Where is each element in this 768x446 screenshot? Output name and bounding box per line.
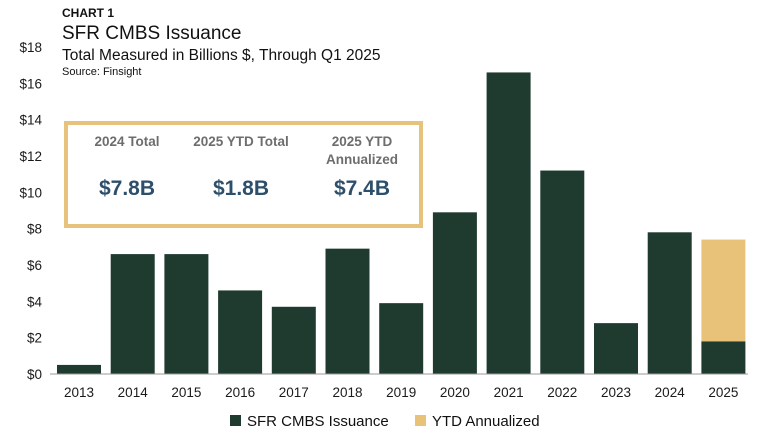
bar-sfr-cmbs-issuance-2024 <box>647 232 692 374</box>
y-tick-label: $6 <box>27 258 42 273</box>
y-tick-label: $8 <box>27 222 42 237</box>
y-tick-label: $4 <box>27 294 43 309</box>
bar-sfr-cmbs-issuance-2016 <box>218 290 263 374</box>
x-tick-label: 2021 <box>494 385 524 400</box>
legend-swatch-sfr-cmbs-issuance <box>230 415 241 426</box>
stat-label: Annualized <box>326 152 398 167</box>
x-tick-label: 2020 <box>440 385 470 400</box>
bar-sfr-cmbs-issuance-2013 <box>57 364 101 374</box>
stat-value: $1.8B <box>213 177 269 200</box>
stat-label: 2025 YTD <box>332 134 393 149</box>
stats-box-content: 2024 Total $7.8B 2025 YTD Total $1.8B 2025 Y… <box>94 134 398 200</box>
stats-box <box>64 121 423 228</box>
chart-kicker: CHART 1 <box>62 6 114 20</box>
x-tick-label: 2023 <box>601 385 631 400</box>
bar-sfr-cmbs-issuance-2015 <box>164 254 209 374</box>
bars <box>57 72 746 374</box>
x-tick-label: 2017 <box>279 385 309 400</box>
y-tick-label: $0 <box>27 367 42 382</box>
x-tick-label: 2024 <box>655 385 686 400</box>
x-tick-label: 2013 <box>64 385 94 400</box>
bar-sfr-cmbs-issuance-2020 <box>432 212 477 374</box>
bar-sfr-cmbs-issuance-2017 <box>271 306 316 374</box>
legend-swatch-ytd-annualized <box>415 415 426 426</box>
y-tick-label: $18 <box>19 40 42 55</box>
legend-label-sfr-cmbs-issuance: SFR CMBS Issuance <box>247 413 389 430</box>
x-axis: 2013 2014 2015 2016 2017 2018 2019 2020 2021 2022… <box>64 385 738 400</box>
chart-source: Source: Finsight <box>62 66 141 78</box>
y-tick-label: $14 <box>19 113 42 128</box>
x-tick-label: 2015 <box>171 385 201 400</box>
stat-label: 2025 YTD Total <box>193 134 289 149</box>
bar-sfr-cmbs-issuance-2021 <box>486 72 531 374</box>
x-tick-label: 2022 <box>547 385 577 400</box>
chart-subtitle: Total Measured in Billions $, Through Q1… <box>62 47 381 64</box>
y-tick-label: $10 <box>19 185 42 200</box>
bar-sfr-cmbs-issuance-2025 <box>701 341 746 374</box>
y-tick-label: $16 <box>19 76 42 91</box>
bar-sfr-cmbs-issuance-2018 <box>325 248 370 374</box>
y-tick-label: $12 <box>19 149 42 164</box>
stat-label: 2024 Total <box>94 134 159 149</box>
bar-sfr-cmbs-issuance-2014 <box>110 254 155 374</box>
legend-label-ytd-annualized: YTD Annualized <box>432 413 540 430</box>
x-tick-label: 2018 <box>332 385 362 400</box>
stat-value: $7.4B <box>334 177 390 200</box>
stat-value: $7.8B <box>99 177 155 200</box>
bar-ytd-annualized-2025 <box>701 239 746 342</box>
x-tick-label: 2025 <box>708 385 738 400</box>
chart-title: SFR CMBS Issuance <box>62 23 242 44</box>
x-tick-label: 2019 <box>386 385 416 400</box>
y-axis: $0 $2 $4 $6 $8 $10 $12 $14 $16 $18 <box>19 40 42 382</box>
bar-sfr-cmbs-issuance-2023 <box>594 323 638 374</box>
x-tick-label: 2016 <box>225 385 255 400</box>
x-tick-label: 2014 <box>118 385 149 400</box>
bar-sfr-cmbs-issuance-2019 <box>379 303 424 374</box>
legend: SFR CMBS Issuance YTD Annualized <box>230 413 540 430</box>
y-tick-label: $2 <box>27 331 42 346</box>
bar-sfr-cmbs-issuance-2022 <box>540 170 585 374</box>
